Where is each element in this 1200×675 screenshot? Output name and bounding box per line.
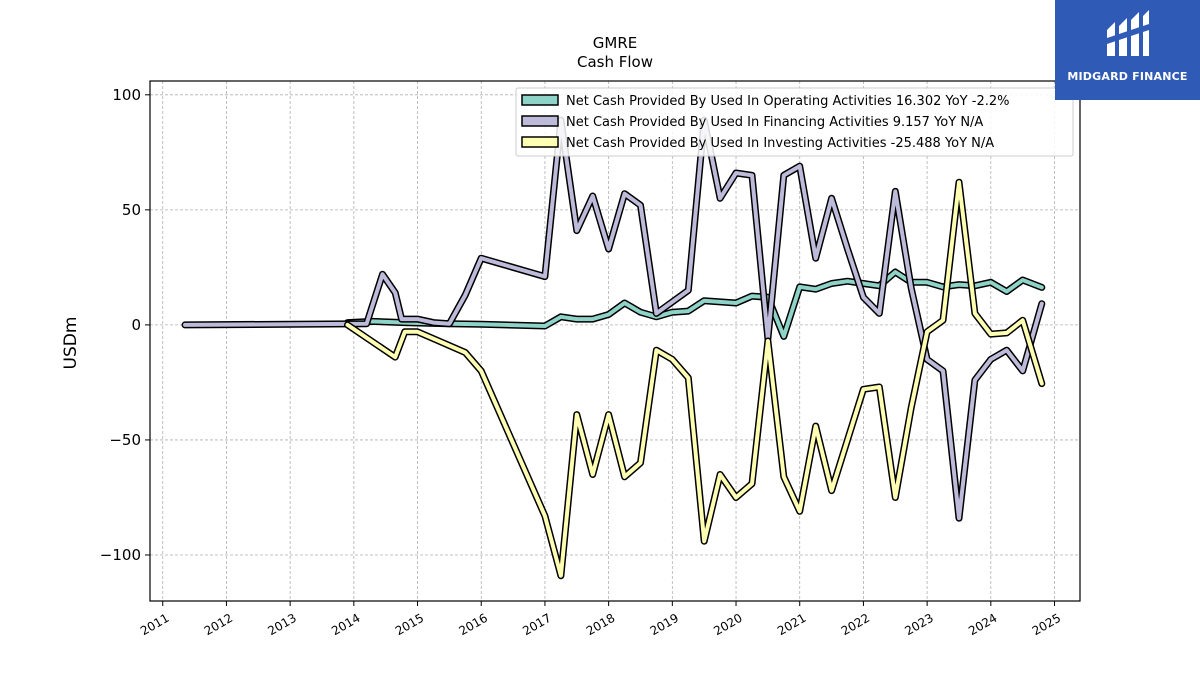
x-tick-label: 2018: [584, 611, 617, 638]
legend-item: Net Cash Provided By Used In Operating A…: [521, 94, 1009, 109]
legend-item: Net Cash Provided By Used In Investing A…: [521, 136, 994, 151]
series-line-outline: [181, 116, 1046, 522]
x-tick-label: 2016: [457, 611, 490, 638]
x-tick-label: 2019: [648, 611, 681, 638]
x-tick-label: 2022: [839, 611, 872, 638]
legend-box: [515, 87, 1074, 157]
x-tick-label: 2025: [1030, 611, 1063, 638]
x-tick-label: 2011: [138, 611, 171, 638]
midgard-finance-logo: MIDGARD FINANCE: [1055, 0, 1200, 100]
legend-item: Net Cash Provided By Used In Financing A…: [521, 115, 983, 130]
x-tick-label: 2020: [711, 611, 744, 638]
series-1: [181, 116, 1046, 522]
series-line: [345, 270, 1044, 339]
x-tick-label: 2013: [265, 611, 298, 638]
y-tick-label: −100: [100, 546, 141, 564]
x-tick-label: 2024: [966, 611, 999, 638]
series-line: [183, 118, 1044, 521]
series-2: [344, 178, 1046, 580]
x-tick-label: 2023: [902, 611, 935, 638]
legend-swatch: [521, 136, 559, 148]
y-axis-label: USDm: [61, 317, 81, 370]
plot-frame: [149, 80, 1081, 602]
logo-text: MIDGARD FINANCE: [1067, 70, 1188, 83]
y-axis-ticks: 100 50 0 −50 −100: [100, 86, 150, 564]
chart-subtitle: Cash Flow: [577, 53, 653, 71]
legend-label: Net Cash Provided By Used In Operating A…: [566, 94, 1009, 109]
y-tick-label: 100: [112, 86, 141, 104]
legend-label: Net Cash Provided By Used In Investing A…: [566, 136, 994, 151]
x-tick-label: 2012: [202, 611, 235, 638]
y-tick-label: 0: [131, 316, 141, 334]
legend: Net Cash Provided By Used In Operating A…: [515, 87, 1074, 157]
logo-mark-icon: [1107, 10, 1149, 56]
series-lines: [181, 116, 1046, 580]
legend-swatch: [521, 115, 559, 127]
chart-title: GMRE: [593, 34, 637, 52]
grid: [150, 81, 1080, 601]
x-tick-label: 2015: [393, 611, 426, 638]
x-tick-label: 2021: [775, 611, 808, 638]
x-axis-ticks: 2011 2012 2013 2014 2015 2016 2017 2018 2019 2020…: [138, 601, 1063, 638]
y-tick-label: −50: [109, 431, 141, 449]
legend-label: Net Cash Provided By Used In Financing A…: [566, 115, 983, 130]
x-tick-label: 2017: [520, 611, 553, 638]
x-tick-label: 2014: [329, 611, 362, 638]
legend-swatch: [521, 94, 559, 106]
y-tick-label: 50: [122, 201, 141, 219]
series-line: [345, 180, 1044, 578]
series-0: [344, 268, 1046, 340]
